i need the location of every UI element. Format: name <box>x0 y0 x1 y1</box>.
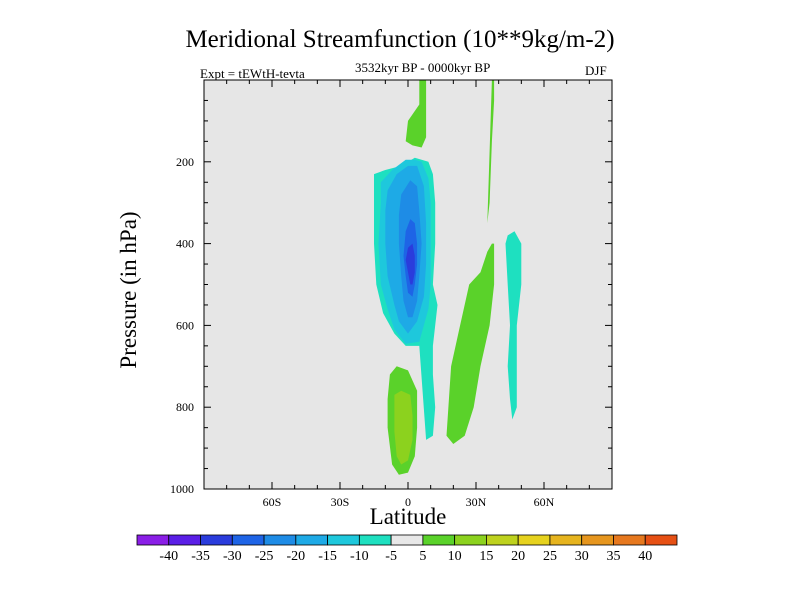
chart-subtitle-left: Expt = tEWtH-tevta <box>200 66 305 81</box>
y-tick-label: 400 <box>176 237 194 251</box>
chart-subtitle-right: DJF <box>585 63 607 78</box>
colorbar-swatch <box>454 534 487 546</box>
colorbar-swatch <box>263 534 297 546</box>
x-tick-label: 60N <box>534 495 555 509</box>
colorbar-swatch <box>358 534 392 546</box>
colorbar-label: 30 <box>575 549 589 564</box>
contour-region <box>394 390 413 465</box>
y-axis-label: Pressure (in hPa) <box>116 211 141 369</box>
contour-region <box>505 231 522 420</box>
colorbar-swatch <box>390 534 424 546</box>
colorbar-label: -5 <box>385 549 397 564</box>
axes: 60S 30S 0 30N 60N 200 400 600 800 1000 <box>170 80 612 509</box>
colorbar-swatch <box>644 534 678 546</box>
colorbar-label: 20 <box>511 549 525 564</box>
contour-region <box>446 243 495 444</box>
colorbar-label: 15 <box>479 549 493 564</box>
colorbar-swatch <box>136 534 170 546</box>
colorbar-swatch <box>168 534 201 546</box>
colorbar-swatch <box>613 534 646 546</box>
colorbar-swatch <box>200 534 233 546</box>
colorbar-swatch <box>231 534 265 546</box>
x-tick-label: 60S <box>263 495 282 509</box>
chart-title: Meridional Streamfunction (10**9kg/m-2) <box>185 26 615 53</box>
y-tick-label: 800 <box>176 400 194 414</box>
colorbar-label: 10 <box>448 549 462 564</box>
colorbar-swatch <box>549 534 583 546</box>
colorbar-swatch <box>517 534 551 546</box>
colorbar-label: -40 <box>159 549 178 564</box>
y-tick-label: 200 <box>176 155 194 169</box>
colorbar-label: 5 <box>419 549 426 564</box>
colorbar-swatch <box>422 534 456 546</box>
contour-region <box>487 80 495 224</box>
colorbar-label: -35 <box>191 549 210 564</box>
x-axis-label: Latitude <box>369 504 447 529</box>
x-tick-label: 30S <box>331 495 350 509</box>
chart-subtitle-center: 3532kyr BP - 0000kyr BP <box>355 60 491 75</box>
colorbar: -40 -35 -30 -25 -20 -15 -10 -5 5 10 15 20 25 30 35 40 <box>136 534 678 564</box>
colorbar-label: -25 <box>255 549 274 564</box>
colorbar-label: 25 <box>543 549 557 564</box>
x-tick-label: 0 <box>405 495 411 509</box>
colorbar-label: -20 <box>286 549 305 564</box>
colorbar-swatch <box>581 534 614 546</box>
x-tick-label: 30N <box>466 495 487 509</box>
y-tick-label: 600 <box>176 318 194 332</box>
colorbar-label: -10 <box>350 549 369 564</box>
colorbar-label: 35 <box>606 549 620 564</box>
colorbar-label: -15 <box>318 549 337 564</box>
colorbar-swatch <box>295 534 328 546</box>
contour-region <box>405 243 415 285</box>
colorbar-swatch <box>327 534 360 546</box>
colorbar-swatch <box>486 534 519 546</box>
contour-regions <box>374 80 522 475</box>
colorbar-label: -30 <box>223 549 242 564</box>
contour-region <box>405 80 427 148</box>
colorbar-label: 40 <box>638 549 652 564</box>
y-tick-label: 1000 <box>170 482 194 496</box>
